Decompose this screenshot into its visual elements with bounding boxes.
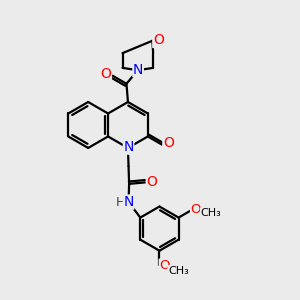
Text: O: O [159,259,170,272]
Text: CH₃: CH₃ [168,266,189,276]
Text: H: H [116,196,125,208]
Text: O: O [153,34,164,47]
Text: CH₃: CH₃ [200,208,221,218]
Text: N: N [123,195,134,209]
Text: O: O [163,136,174,150]
Text: O: O [100,67,111,81]
Text: O: O [146,175,157,189]
Text: O: O [190,203,201,216]
Text: N: N [133,63,143,76]
Text: N: N [123,140,134,154]
